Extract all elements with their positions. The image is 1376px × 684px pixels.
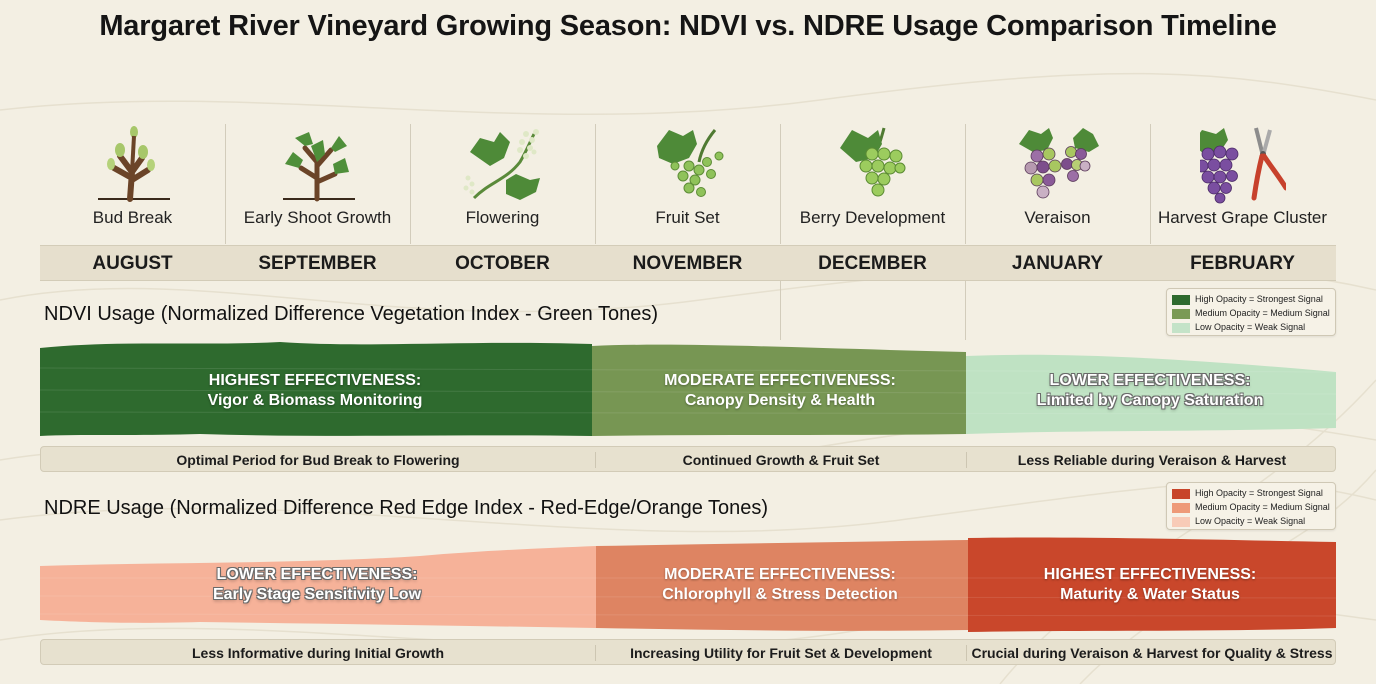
legend-label: Medium Opacity = Medium Signal xyxy=(1195,502,1330,512)
column-divider xyxy=(410,124,411,244)
month-august: AUGUST xyxy=(92,253,173,274)
segment-heading: LOWER EFFECTIVENESS: xyxy=(216,566,418,583)
column-divider xyxy=(595,124,596,244)
legend-row-high: High Opacity = Strongest Signal xyxy=(1172,293,1323,307)
segment-heading: HIGHEST EFFECTIVENESS: xyxy=(208,372,422,389)
column-divider xyxy=(780,124,781,244)
ndvi-segment-low-label: LOWER EFFECTIVENESS: Limited by Canopy S… xyxy=(970,371,1330,411)
ndvi-segment-medium-label: MODERATE EFFECTIVENESS: Canopy Density &… xyxy=(600,371,960,411)
ndre-section-title: NDRE Usage (Normalized Difference Red Ed… xyxy=(44,497,769,519)
legend-swatch xyxy=(1172,516,1190,527)
stage-flowering: Flowering xyxy=(410,122,595,244)
ndre-segment-low xyxy=(40,546,596,628)
segment-detail: Chlorophyll & Stress Detection xyxy=(662,586,898,603)
month-september: SEPTEMBER xyxy=(258,253,377,274)
legend-label: Medium Opacity = Medium Signal xyxy=(1195,308,1330,318)
legend-swatch xyxy=(1172,294,1190,305)
stage-label: Harvest Grape Cluster xyxy=(1157,208,1328,227)
legend-swatch xyxy=(1172,502,1190,513)
ndre-segment-low-label: LOWER EFFECTIVENESS: Early Stage Sensiti… xyxy=(137,565,497,605)
column-divider xyxy=(780,280,781,340)
stage-label: Fruit Set xyxy=(655,208,720,227)
stage-early-shoot-growth: Early Shoot Growth xyxy=(225,122,410,244)
segment-detail: Early Stage Sensitivity Low xyxy=(212,586,422,603)
caption-divider xyxy=(966,452,967,468)
column-divider xyxy=(1150,124,1151,244)
ndvi-legend: High Opacity = Strongest Signal Medium O… xyxy=(1166,288,1336,336)
caption-divider xyxy=(595,452,596,468)
legend-label: High Opacity = Strongest Signal xyxy=(1195,294,1323,304)
legend-label: Low Opacity = Weak Signal xyxy=(1195,322,1306,332)
stage-fruit-set: Fruit Set xyxy=(595,122,780,244)
segment-detail: Maturity & Water Status xyxy=(1060,586,1240,603)
column-divider xyxy=(965,280,966,340)
ndre-segment-medium xyxy=(596,540,968,631)
segment-heading: MODERATE EFFECTIVENESS: xyxy=(664,372,896,389)
harvest-grapes-shears-icon xyxy=(1200,127,1286,204)
stage-label: Early Shoot Growth xyxy=(243,208,392,227)
month-december: DECEMBER xyxy=(818,253,927,274)
ndvi-effectiveness-band: HIGHEST EFFECTIVENESS: Vigor & Biomass M… xyxy=(40,338,1336,440)
ndvi-caption-bar: Optimal Period for Bud Break to Flowerin… xyxy=(40,446,1336,472)
ndre-caption-mid: Increasing Utility for Fruit Set & Devel… xyxy=(630,645,932,661)
ndre-caption-late: Crucial during Veraison & Harvest for Qu… xyxy=(971,645,1333,661)
caption-divider xyxy=(966,645,967,661)
column-divider xyxy=(965,124,966,244)
segment-heading: LOWER EFFECTIVENESS: xyxy=(1049,372,1251,389)
month-february: FEBRUARY xyxy=(1190,253,1295,274)
stage-veraison: Veraison xyxy=(965,122,1150,244)
ndvi-section-title: NDVI Usage (Normalized Difference Vegeta… xyxy=(44,303,659,325)
stage-label: Flowering xyxy=(465,208,540,227)
month-january: JANUARY xyxy=(1011,253,1104,274)
month-november: NOVEMBER xyxy=(632,253,743,274)
segment-detail: Vigor & Biomass Monitoring xyxy=(207,392,423,409)
legend-label: High Opacity = Strongest Signal xyxy=(1195,488,1323,498)
segment-heading: HIGHEST EFFECTIVENESS: xyxy=(1043,566,1257,583)
stage-harvest-grape-cluster: Harvest Grape Cluster xyxy=(1150,122,1335,244)
ndre-segment-medium-label: MODERATE EFFECTIVENESS: Chlorophyll & St… xyxy=(600,565,960,605)
legend-row-medium: Medium Opacity = Medium Signal xyxy=(1172,501,1330,515)
ndvi-caption-early: Optimal Period for Bud Break to Flowerin… xyxy=(176,452,460,468)
ndvi-caption-mid: Continued Growth & Fruit Set xyxy=(682,452,880,468)
legend-label: Low Opacity = Weak Signal xyxy=(1195,516,1306,526)
stage-bud-break: Bud Break xyxy=(40,122,225,244)
ndvi-segment-high-label: HIGHEST EFFECTIVENESS: Vigor & Biomass M… xyxy=(135,371,495,411)
month-header-bar: AUGUST SEPTEMBER OCTOBER NOVEMBER DECEMB… xyxy=(40,245,1336,281)
stage-label: Veraison xyxy=(1024,208,1091,227)
legend-row-low: Low Opacity = Weak Signal xyxy=(1172,321,1305,335)
ndre-segment-high xyxy=(968,537,1336,632)
ndre-caption-bar: Less Informative during Initial Growth I… xyxy=(40,639,1336,665)
stage-berry-development: Berry Development xyxy=(780,122,965,244)
month-october: OCTOBER xyxy=(455,253,550,274)
page-title: Margaret River Vineyard Growing Season: … xyxy=(99,10,1277,42)
growth-stage-row: Bud Break Early Shoot Growth xyxy=(40,122,1336,244)
stage-label: Berry Development xyxy=(799,208,946,227)
ndre-segment-high-label: HIGHEST EFFECTIVENESS: Maturity & Water … xyxy=(970,565,1330,605)
legend-swatch xyxy=(1172,308,1190,319)
legend-swatch xyxy=(1172,488,1190,499)
veraison-grapes-icon xyxy=(1019,128,1099,199)
green-grapes-icon xyxy=(840,127,906,197)
segment-heading: MODERATE EFFECTIVENESS: xyxy=(664,566,896,583)
ndvi-segment-high xyxy=(40,342,592,436)
legend-swatch xyxy=(1172,322,1190,333)
ndre-legend: High Opacity = Strongest Signal Medium O… xyxy=(1166,482,1336,530)
legend-row-medium: Medium Opacity = Medium Signal xyxy=(1172,307,1330,321)
ndvi-caption-late: Less Reliable during Veraison & Harvest xyxy=(1017,452,1287,468)
legend-row-high: High Opacity = Strongest Signal xyxy=(1172,487,1323,501)
fruit-set-icon xyxy=(657,129,724,197)
ndvi-segment-medium xyxy=(592,344,966,436)
segment-detail: Canopy Density & Health xyxy=(684,392,876,409)
column-divider xyxy=(225,124,226,244)
caption-divider xyxy=(595,645,596,661)
ndvi-segment-low xyxy=(966,354,1336,434)
ndre-caption-early: Less Informative during Initial Growth xyxy=(191,645,445,661)
segment-detail: Limited by Canopy Saturation xyxy=(1036,392,1264,409)
ndre-effectiveness-band: LOWER EFFECTIVENESS: Early Stage Sensiti… xyxy=(40,534,1336,634)
stage-label: Bud Break xyxy=(92,208,173,227)
shoot-icon xyxy=(283,132,355,202)
legend-row-low: Low Opacity = Weak Signal xyxy=(1172,515,1305,529)
bud-break-icon xyxy=(98,126,170,202)
flowering-vine-icon xyxy=(463,129,540,200)
